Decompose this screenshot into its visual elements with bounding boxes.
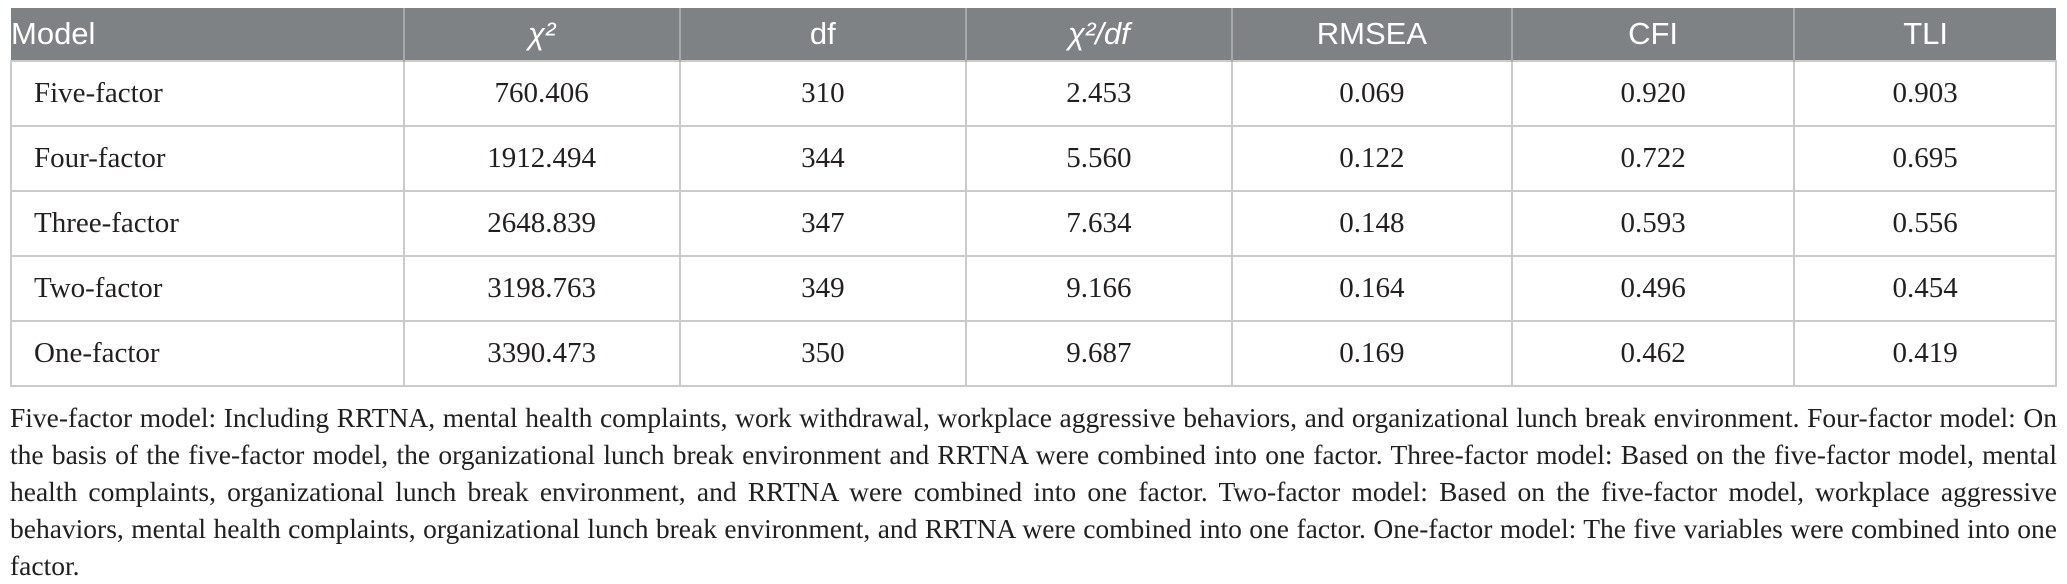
model-fit-table: Model χ² df χ²/df RMSEA CFI TLI Five-fac… [10, 8, 2057, 387]
cell-rmsea: 0.169 [1230, 320, 1513, 387]
column-header-chi2-df: χ²/df [965, 8, 1233, 61]
cell-chi2-df: 7.634 [964, 190, 1233, 257]
cell-chi2-df: 2.453 [964, 60, 1233, 127]
cell-tli: 0.695 [1793, 125, 2057, 192]
table-footnote: Five-factor model: Including RRTNA, ment… [10, 402, 2057, 581]
cell-df: 349 [678, 255, 967, 322]
cell-df: 350 [678, 320, 967, 387]
cell-chi2: 2648.839 [402, 190, 681, 257]
column-header-df: df [679, 8, 967, 61]
table-header-row: Model χ² df χ²/df RMSEA CFI TLI [11, 8, 2056, 61]
cell-model: Four-factor [10, 125, 405, 192]
cell-chi2-df: 9.687 [964, 320, 1233, 387]
cell-chi2: 760.406 [402, 60, 681, 127]
cell-cfi: 0.462 [1510, 320, 1796, 387]
cell-df: 344 [678, 125, 967, 192]
cell-cfi: 0.593 [1510, 190, 1796, 257]
cell-tli: 0.419 [1793, 320, 2057, 387]
cell-model: Two-factor [10, 255, 405, 322]
cell-tli: 0.454 [1793, 255, 2057, 322]
table-row: Two-factor 3198.763 349 9.166 0.164 0.49… [10, 255, 2057, 322]
cell-chi2: 3198.763 [402, 255, 681, 322]
cell-df: 347 [678, 190, 967, 257]
cell-chi2-df: 5.560 [964, 125, 1233, 192]
cell-model: Five-factor [10, 60, 405, 127]
cell-cfi: 0.920 [1510, 60, 1796, 127]
table-row: Three-factor 2648.839 347 7.634 0.148 0.… [10, 190, 2057, 257]
cell-chi2-df: 9.166 [964, 255, 1233, 322]
cell-model: Three-factor [10, 190, 405, 257]
column-header-cfi: CFI [1511, 8, 1796, 61]
cell-cfi: 0.496 [1510, 255, 1796, 322]
column-header-tli: TLI [1794, 8, 2056, 61]
column-header-chi2: χ² [403, 8, 681, 61]
cell-rmsea: 0.148 [1230, 190, 1513, 257]
cell-df: 310 [678, 60, 967, 127]
cell-chi2: 3390.473 [402, 320, 681, 387]
table-row: Four-factor 1912.494 344 5.560 0.122 0.7… [10, 125, 2057, 192]
cell-rmsea: 0.069 [1230, 60, 1513, 127]
cell-tli: 0.903 [1793, 60, 2057, 127]
table-row: Five-factor 760.406 310 2.453 0.069 0.92… [10, 60, 2057, 127]
cell-rmsea: 0.122 [1230, 125, 1513, 192]
table-row: One-factor 3390.473 350 9.687 0.169 0.46… [10, 320, 2057, 387]
cell-cfi: 0.722 [1510, 125, 1796, 192]
cell-chi2: 1912.494 [402, 125, 681, 192]
column-header-rmsea: RMSEA [1231, 8, 1513, 61]
cell-rmsea: 0.164 [1230, 255, 1513, 322]
cell-model: One-factor [10, 320, 405, 387]
column-header-model: Model [11, 8, 405, 61]
cell-tli: 0.556 [1793, 190, 2057, 257]
